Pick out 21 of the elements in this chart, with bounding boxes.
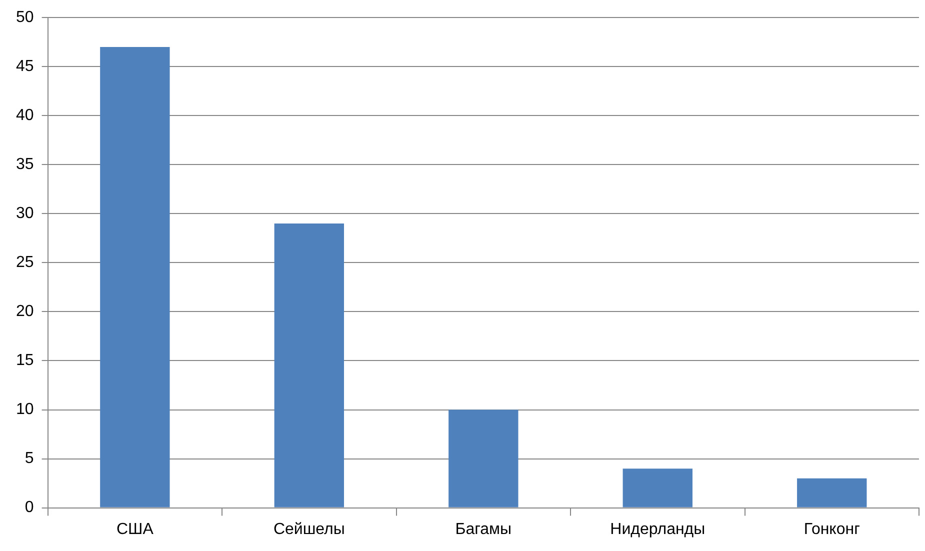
y-tick-label: 25 xyxy=(16,254,34,272)
y-tick-label: 50 xyxy=(16,9,34,26)
y-tick-label: 0 xyxy=(24,499,34,516)
x-tick-label: Багамы xyxy=(455,520,512,538)
y-tick-label: 40 xyxy=(16,107,34,124)
x-tick-label: Сейшелы xyxy=(273,520,345,538)
y-tick-label: 15 xyxy=(16,352,34,370)
y-tick-label: 10 xyxy=(16,401,34,418)
y-tick-label: 45 xyxy=(16,58,34,76)
y-tick-label: 5 xyxy=(24,450,34,468)
x-tick-label: Гонконг xyxy=(804,520,860,538)
bar xyxy=(622,468,692,508)
bar xyxy=(274,223,344,508)
bar xyxy=(448,410,518,508)
x-tick-label: Нидерланды xyxy=(610,520,706,538)
y-tick-label: 30 xyxy=(16,205,34,222)
bar xyxy=(100,47,170,508)
y-tick-label: 20 xyxy=(16,303,34,320)
bar xyxy=(797,478,867,508)
y-tick-label: 35 xyxy=(16,156,34,174)
x-tick-label: США xyxy=(116,520,154,538)
